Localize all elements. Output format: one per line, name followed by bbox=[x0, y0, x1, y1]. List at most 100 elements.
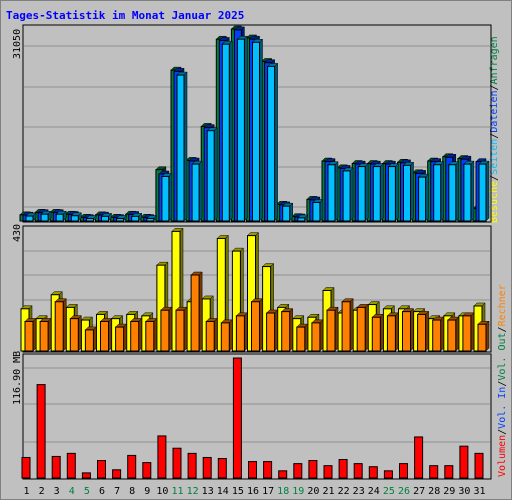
bar-kbytes-day-30 bbox=[459, 445, 469, 479]
bar-rechner-day-15 bbox=[235, 315, 245, 352]
bar-kbytes-day-16 bbox=[248, 461, 257, 479]
bar-seiten-day-14 bbox=[221, 43, 230, 222]
legend-besuche: Besuche bbox=[489, 181, 500, 223]
bar-rechner-day-30 bbox=[462, 315, 472, 352]
legend-seiten: Seiten bbox=[489, 139, 500, 175]
bar-kbytes-day-20 bbox=[308, 460, 318, 479]
bar-rechner-day-31 bbox=[477, 323, 487, 352]
day-label-30: 30 bbox=[458, 486, 470, 497]
bar-kbytes-day-27 bbox=[414, 436, 424, 479]
day-label-2: 2 bbox=[39, 486, 45, 497]
bar-kbytes-day-19 bbox=[293, 463, 303, 479]
volume-panel bbox=[21, 353, 492, 480]
bar-kbytes-day-5 bbox=[81, 472, 91, 479]
bar-seiten-day-17 bbox=[267, 65, 276, 222]
bar-seiten-day-30 bbox=[463, 163, 472, 222]
bar-seiten-day-7 bbox=[116, 218, 125, 222]
bar-seiten-day-31 bbox=[478, 163, 487, 222]
requests-max-label: 31050 bbox=[12, 29, 23, 59]
bar-rechner-day-26 bbox=[402, 311, 411, 352]
series-seiten bbox=[25, 35, 490, 222]
day-label-31: 31 bbox=[473, 486, 485, 497]
legend-separator: / bbox=[497, 381, 508, 387]
day-label-5: 5 bbox=[84, 486, 90, 497]
legend-anfragen: Anfragen bbox=[489, 36, 500, 84]
bar-seiten-day-24 bbox=[372, 166, 381, 222]
bar-seiten-day-1 bbox=[25, 215, 34, 222]
bar-kbytes-day-12 bbox=[187, 452, 197, 479]
bar-kbytes-day-28 bbox=[429, 465, 439, 479]
volume-max-label: 116.90 MB bbox=[12, 351, 23, 405]
bar-kbytes-day-8 bbox=[127, 454, 137, 479]
legend-separator: / bbox=[489, 175, 500, 181]
bar-rechner-day-19 bbox=[296, 326, 306, 352]
legend-rechner: Rechner bbox=[497, 284, 508, 326]
bar-kbytes-day-6 bbox=[97, 460, 106, 479]
bar-seiten-day-16 bbox=[252, 41, 260, 222]
bar-rechner-day-10 bbox=[160, 309, 170, 352]
bar-seiten-day-10 bbox=[161, 175, 170, 222]
bar-seiten-day-28 bbox=[433, 164, 442, 222]
day-label-1: 1 bbox=[23, 486, 29, 497]
day-label-17: 17 bbox=[262, 486, 274, 497]
bar-kbytes-day-24 bbox=[368, 466, 378, 479]
bar-kbytes-day-18 bbox=[278, 470, 288, 479]
day-label-4: 4 bbox=[69, 486, 75, 497]
day-label-3: 3 bbox=[54, 486, 60, 497]
bar-kbytes-day-10 bbox=[157, 435, 167, 479]
bar-rechner-day-18 bbox=[281, 311, 291, 352]
bar-rechner-day-9 bbox=[145, 320, 155, 352]
bar-kbytes-day-22 bbox=[338, 459, 348, 479]
bar-kbytes-day-14 bbox=[217, 457, 227, 479]
legend-separator: / bbox=[489, 84, 500, 90]
bar-rechner-day-8 bbox=[130, 320, 140, 352]
bar-rechner-day-11 bbox=[175, 309, 185, 352]
bar-seiten-day-23 bbox=[357, 166, 366, 222]
day-label-22: 22 bbox=[338, 486, 350, 497]
bar-kbytes-day-23 bbox=[353, 463, 363, 479]
bar-rechner-day-3 bbox=[54, 301, 64, 352]
bar-kbytes-day-31 bbox=[474, 452, 484, 479]
bar-kbytes-day-26 bbox=[399, 463, 408, 479]
bar-rechner-day-27 bbox=[417, 313, 427, 352]
day-label-6: 6 bbox=[99, 486, 105, 497]
legend-volumen: Volumen bbox=[497, 435, 508, 477]
bar-rechner-day-20 bbox=[311, 322, 321, 352]
bar-kbytes-day-2 bbox=[36, 384, 46, 479]
bar-seiten-day-25 bbox=[387, 166, 396, 222]
series-kbytes bbox=[21, 357, 484, 479]
bar-rechner-day-17 bbox=[266, 312, 276, 352]
legend-dateien: Dateien bbox=[489, 91, 500, 133]
series-rechner bbox=[24, 271, 490, 352]
bar-seiten-day-15 bbox=[236, 38, 245, 222]
bar-seiten-day-13 bbox=[206, 130, 215, 222]
day-label-23: 23 bbox=[353, 486, 365, 497]
bar-seiten-day-6 bbox=[101, 215, 109, 222]
bar-rechner-day-29 bbox=[447, 319, 457, 352]
bar-seiten-day-12 bbox=[191, 163, 200, 222]
bar-rechner-day-23 bbox=[356, 306, 366, 352]
bar-kbytes-day-17 bbox=[263, 461, 273, 479]
bar-seiten-day-20 bbox=[312, 201, 321, 222]
bar-seiten-day-27 bbox=[418, 176, 427, 222]
bar-seiten-day-19 bbox=[297, 217, 306, 222]
bar-seiten-day-11 bbox=[176, 74, 185, 222]
visits-max-label: 430 bbox=[12, 224, 23, 242]
day-label-10: 10 bbox=[156, 486, 168, 497]
bar-kbytes-day-7 bbox=[112, 469, 122, 479]
day-label-11: 11 bbox=[171, 486, 183, 497]
day-label-12: 12 bbox=[187, 486, 199, 497]
bar-seiten-day-29 bbox=[448, 164, 457, 222]
bar-rechner-day-2 bbox=[39, 320, 49, 352]
bar-seiten-day-21 bbox=[327, 164, 336, 222]
bar-rechner-day-4 bbox=[69, 318, 79, 352]
bar-kbytes-day-4 bbox=[66, 452, 76, 479]
bar-seiten-day-22 bbox=[342, 170, 351, 222]
bar-kbytes-day-9 bbox=[142, 462, 152, 479]
bar-kbytes-day-21 bbox=[323, 465, 333, 479]
day-label-16: 16 bbox=[247, 486, 259, 497]
bar-seiten-day-4 bbox=[70, 215, 79, 222]
bar-seiten-day-5 bbox=[85, 218, 94, 222]
